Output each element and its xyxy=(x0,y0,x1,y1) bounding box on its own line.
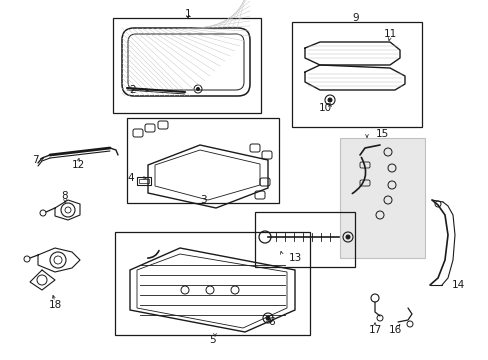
Text: 13: 13 xyxy=(288,253,301,263)
Circle shape xyxy=(265,316,269,320)
Bar xyxy=(139,179,149,183)
Circle shape xyxy=(346,235,349,239)
Bar xyxy=(339,138,424,258)
Text: 12: 12 xyxy=(71,160,84,170)
Bar xyxy=(115,232,309,335)
Text: 3: 3 xyxy=(199,195,206,205)
Text: 16: 16 xyxy=(387,325,401,335)
Text: 15: 15 xyxy=(375,129,388,139)
Text: 1: 1 xyxy=(184,9,191,19)
Text: 5: 5 xyxy=(208,335,215,345)
Text: 4: 4 xyxy=(127,173,134,183)
Bar xyxy=(127,118,279,203)
Text: 10: 10 xyxy=(318,103,331,113)
Text: 8: 8 xyxy=(61,191,68,201)
Text: 11: 11 xyxy=(383,29,396,39)
Bar xyxy=(291,22,421,127)
Text: 14: 14 xyxy=(450,280,464,290)
Circle shape xyxy=(327,98,331,102)
Text: 7: 7 xyxy=(32,155,38,165)
Bar xyxy=(113,18,261,113)
Text: 9: 9 xyxy=(352,13,359,23)
Text: 2: 2 xyxy=(129,85,136,95)
Text: 17: 17 xyxy=(367,325,381,335)
Bar xyxy=(137,177,151,185)
Text: 18: 18 xyxy=(48,300,61,310)
Bar xyxy=(254,212,354,267)
Text: 6: 6 xyxy=(268,317,275,327)
Circle shape xyxy=(196,87,199,90)
